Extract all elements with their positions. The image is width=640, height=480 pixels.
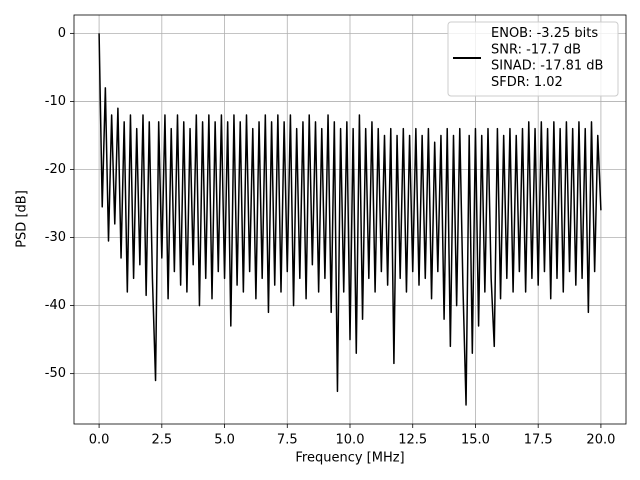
data-line — [98, 33, 602, 406]
y-tick-label: -20 — [45, 162, 66, 177]
x-tick-label: 15.0 — [461, 433, 490, 448]
y-tick-label: -30 — [45, 230, 66, 245]
y-tick-label: 0 — [58, 26, 66, 41]
plot-area — [98, 33, 602, 406]
y-tick-label: -10 — [45, 94, 66, 109]
legend-label-line: SNR: -17.7 dB — [491, 42, 581, 57]
x-tick-label: 20.0 — [586, 433, 615, 448]
x-tick-label: 12.5 — [398, 433, 427, 448]
legend-label-line: SFDR: 1.02 — [491, 74, 563, 89]
x-tick-label: 17.5 — [524, 433, 553, 448]
x-tick-label: 7.5 — [277, 433, 298, 448]
x-tick-label: 2.5 — [151, 433, 172, 448]
legend-label-line: ENOB: -3.25 bits — [491, 26, 598, 41]
y-axis-label: PSD [dB] — [15, 190, 30, 248]
y-tick-label: -50 — [45, 366, 66, 381]
legend: ENOB: -3.25 bits SNR: -17.7 dB SINAD: -17.… — [447, 21, 619, 97]
x-tick-label: 5.0 — [214, 433, 235, 448]
legend-label-line: SINAD: -17.81 dB — [491, 58, 603, 73]
legend-box — [447, 21, 619, 97]
legend-label: ENOB: -3.25 bits SNR: -17.7 dB SINAD: -17.… — [491, 26, 603, 90]
x-tick-label: 0.0 — [89, 433, 110, 448]
x-tick-label: 10.0 — [336, 433, 365, 448]
x-axis-label: Frequency [MHz] — [295, 451, 404, 466]
y-tick-label: -40 — [45, 298, 66, 313]
